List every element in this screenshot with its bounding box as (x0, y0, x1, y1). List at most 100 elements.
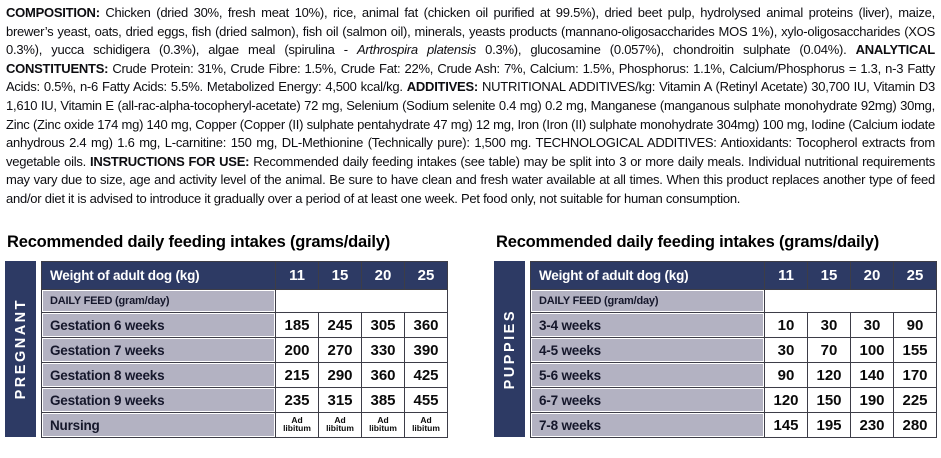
row-label-cell: 4-5 weeks (530, 337, 765, 363)
value-cell: 245 (318, 312, 362, 338)
weight-column-header: 20 (361, 261, 405, 290)
info-text-segment: Recommended daily feeding intakes (see t… (6, 153, 935, 206)
table-row: 7-8 weeks 145 195 230 280 (530, 412, 937, 438)
row-label-cell: Gestation 9 weeks (41, 387, 276, 413)
weight-column-header: 11 (764, 261, 808, 290)
info-text-segment: INSTRUCTIONS FOR USE: (89, 153, 254, 169)
value-cell: 100 (850, 337, 894, 363)
weight-column-header: 25 (404, 261, 448, 290)
row-label-cell: 5-6 weeks (530, 362, 765, 388)
side-label-bar: PUPPIES (494, 261, 525, 437)
value-cell: 270 (318, 337, 362, 363)
row-label-cell: 7-8 weeks (530, 412, 765, 438)
table-wrap: PREGNANT Weight of adult dog (kg) 11 15 20 25… (5, 261, 448, 438)
value-cell: 170 (893, 362, 937, 388)
ad-libitum-text: Ad libitum (326, 414, 354, 433)
feeding-table: Weight of adult dog (kg) 11 15 20 25 DAILY FE… (41, 261, 448, 438)
row-label-cell: Gestation 7 weeks (41, 337, 276, 363)
value-cell: 195 (807, 412, 851, 438)
value-cell: 150 (807, 387, 851, 413)
daily-feed-label-cell: DAILY FEED (gram/day) (41, 289, 276, 313)
value-cell: 10 (764, 312, 808, 338)
info-text-segment: ADDITIVES: (406, 79, 482, 95)
table-row: Gestation 7 weeks 200 270 330 390 (41, 337, 448, 363)
weight-header-cell: Weight of adult dog (kg) (530, 261, 765, 290)
value-cell: 315 (318, 387, 362, 413)
value-cell: 90 (893, 312, 937, 338)
info-text-segment: 0.3%), glucosamine (0.057%), chondroitin… (476, 42, 856, 58)
weight-column-header: 20 (850, 261, 894, 290)
daily-feed-empty-cell (275, 289, 448, 313)
daily-feed-label-cell: DAILY FEED (gram/day) (530, 289, 765, 313)
feeding-table-group-pregnant: Recommended daily feeding intakes (grams… (5, 233, 448, 438)
side-label-bar: PREGNANT (5, 261, 36, 437)
table-row: 3-4 weeks 10 30 30 90 (530, 312, 937, 338)
feeding-table: Weight of adult dog (kg) 11 15 20 25 DAILY FE… (530, 261, 937, 438)
table-row: Nursing Ad libitum Ad libitum Ad libitum Ad … (41, 412, 448, 438)
value-cell: 155 (893, 337, 937, 363)
value-cell: Ad libitum (404, 412, 448, 438)
info-text-segment: Crude Protein: 31%, Crude Fibre: 1.5%, C… (6, 60, 935, 95)
feeding-table-group-puppies: Recommended daily feeding intakes (grams… (494, 233, 937, 438)
value-cell: 30 (807, 312, 851, 338)
value-cell: Ad libitum (275, 412, 319, 438)
value-cell: 385 (361, 387, 405, 413)
value-cell: 90 (764, 362, 808, 388)
weight-header-cell: Weight of adult dog (kg) (41, 261, 276, 290)
table-row: Gestation 9 weeks 235 315 385 455 (41, 387, 448, 413)
value-cell: 190 (850, 387, 894, 413)
value-cell: 425 (404, 362, 448, 388)
info-text-segment: COMPOSITION: (6, 5, 106, 20)
value-cell: 30 (850, 312, 894, 338)
value-cell: 215 (275, 362, 319, 388)
table-title: Recommended daily feeding intakes (grams… (7, 233, 391, 251)
info-text-segment: Chicken (dried 30%, fresh meat 10%), ric… (6, 5, 936, 58)
side-label: PUPPIES (501, 308, 518, 390)
value-cell: 360 (404, 312, 448, 338)
value-cell: 280 (893, 412, 937, 438)
value-cell: 145 (764, 412, 808, 438)
ad-libitum-text: Ad libitum (369, 414, 397, 433)
value-cell: 305 (361, 312, 405, 338)
value-cell: Ad libitum (361, 412, 405, 438)
product-info-paragraph: COMPOSITION: Chicken (dried 30%, fresh m… (6, 4, 935, 209)
table-row: Gestation 8 weeks 215 290 360 425 (41, 362, 448, 388)
value-cell: 235 (275, 387, 319, 413)
table-row: 4-5 weeks 30 70 100 155 (530, 337, 937, 363)
value-cell: Ad libitum (318, 412, 362, 438)
info-text-segment: ANALYTICAL CONSTITUENTS: (6, 42, 935, 76)
value-cell: 360 (361, 362, 405, 388)
row-label-cell: Gestation 6 weeks (41, 312, 276, 338)
row-label-cell: 6-7 weeks (530, 387, 765, 413)
row-label-cell: 3-4 weeks (530, 312, 765, 338)
value-cell: 290 (318, 362, 362, 388)
info-text-segment: NUTRITIONAL ADDITIVES/kg: Vitamin A (Ret… (6, 79, 935, 169)
value-cell: 225 (893, 387, 937, 413)
table-row: 5-6 weeks 90 120 140 170 (530, 362, 937, 388)
daily-feed-empty-cell (764, 289, 937, 313)
value-cell: 200 (275, 337, 319, 363)
weight-column-header: 15 (807, 261, 851, 290)
value-cell: 230 (850, 412, 894, 438)
row-label-cell: Gestation 8 weeks (41, 362, 276, 388)
value-cell: 455 (404, 387, 448, 413)
value-cell: 330 (361, 337, 405, 363)
info-text-segment: Arthrospira platensis (356, 42, 477, 58)
table-row: Gestation 6 weeks 185 245 305 360 (41, 312, 448, 338)
weight-column-header: 25 (893, 261, 937, 290)
value-cell: 120 (807, 362, 851, 388)
ad-libitum-text: Ad libitum (412, 414, 440, 433)
value-cell: 140 (850, 362, 894, 388)
weight-column-header: 15 (318, 261, 362, 290)
table-row: 6-7 weeks 120 150 190 225 (530, 387, 937, 413)
feeding-tables: Recommended daily feeding intakes (grams… (5, 233, 937, 438)
table-title: Recommended daily feeding intakes (grams… (496, 233, 880, 251)
value-cell: 185 (275, 312, 319, 338)
side-label: PREGNANT (12, 298, 29, 400)
value-cell: 70 (807, 337, 851, 363)
table-wrap: PUPPIES Weight of adult dog (kg) 11 15 20 25 D… (494, 261, 937, 438)
value-cell: 120 (764, 387, 808, 413)
weight-column-header: 11 (275, 261, 319, 290)
ad-libitum-text: Ad libitum (283, 414, 311, 433)
